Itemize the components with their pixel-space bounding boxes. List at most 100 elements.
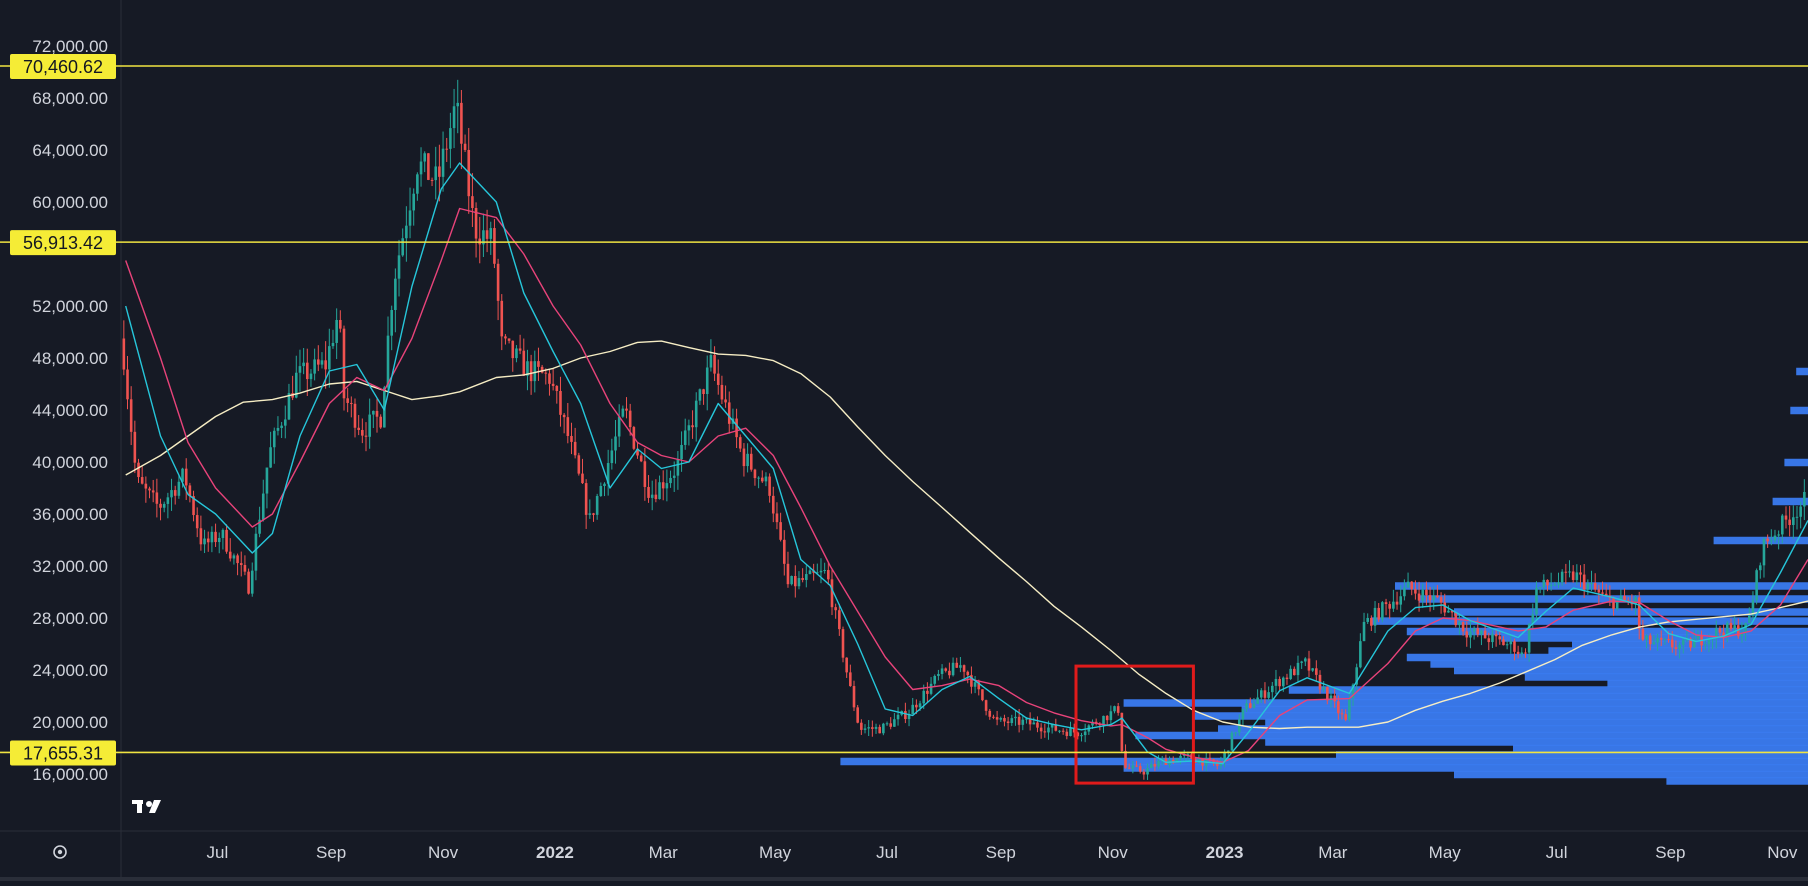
candle-body [606, 463, 610, 484]
x-tick-label: Sep [986, 843, 1016, 862]
candle-body [515, 348, 518, 359]
candle-body [1252, 703, 1256, 708]
candle-body [1241, 709, 1245, 720]
candles [122, 79, 1806, 780]
candle-body [239, 563, 243, 566]
candle-body [1465, 631, 1469, 638]
candle-body [504, 336, 507, 339]
candle-body [1399, 596, 1403, 605]
candle-body [628, 410, 632, 428]
x-tick-label: Jul [207, 843, 229, 862]
candle-body [1586, 583, 1590, 590]
candle-body [650, 494, 654, 498]
candle-body [849, 672, 852, 687]
candle-body [162, 503, 166, 508]
candle-body [265, 467, 269, 494]
candle-body [155, 492, 159, 504]
candle-body [1571, 571, 1575, 580]
candle-body [1531, 614, 1535, 625]
candle-body [1770, 540, 1773, 542]
x-tick-label: Mar [649, 843, 679, 862]
bottom-strip [0, 877, 1808, 881]
candle-body [672, 475, 676, 478]
candle-body [621, 408, 625, 417]
candle-body [1751, 600, 1755, 616]
candle-body [786, 563, 790, 585]
candle-body [1131, 765, 1135, 769]
candle-body [1557, 582, 1560, 585]
candle-body [1597, 589, 1601, 593]
candle-body [852, 686, 856, 708]
candle-body [518, 348, 522, 351]
candle-body [320, 360, 324, 365]
candle-body [845, 657, 848, 673]
candle-body [896, 714, 900, 720]
candle-body [874, 726, 878, 729]
candle-body [1619, 595, 1623, 601]
candle-body [735, 418, 738, 438]
candle-body [1656, 637, 1659, 643]
gear-icon[interactable] [53, 845, 67, 859]
candle-body [1028, 718, 1032, 725]
candle-body [639, 455, 643, 462]
candle-body [636, 448, 639, 456]
candle-body [882, 723, 885, 734]
candle-body [1362, 621, 1366, 642]
candle-body [1593, 583, 1597, 590]
candle-body [452, 106, 456, 129]
candle-body [797, 578, 801, 587]
candle-body [1072, 728, 1076, 733]
candle-body [1560, 571, 1564, 583]
candle-body [764, 476, 768, 482]
candle-body [1355, 667, 1358, 685]
candle-body [940, 668, 944, 674]
candle-body [1648, 635, 1652, 645]
candle-body [438, 166, 441, 177]
candle-body [1395, 601, 1399, 605]
candle-body [1634, 597, 1637, 605]
candle-body [548, 373, 551, 384]
candle-body [720, 384, 724, 400]
candle-body [258, 519, 261, 534]
candle-body [1340, 713, 1344, 715]
candle-body [1494, 634, 1498, 637]
candle-body [1670, 639, 1674, 648]
candle-body [364, 435, 368, 437]
candle-body [559, 391, 562, 415]
candle-body [1733, 625, 1736, 629]
candle-body [126, 369, 129, 400]
candle-body [885, 723, 889, 725]
candle-body [331, 342, 335, 347]
candle-body [1337, 701, 1340, 714]
x-tick-label: Sep [1655, 843, 1685, 862]
candle-body [856, 707, 859, 723]
candle-body [738, 437, 742, 449]
candle-body [1729, 623, 1733, 629]
candle-body [1039, 727, 1043, 732]
candle-body [1432, 595, 1436, 601]
candle-body [1777, 534, 1780, 536]
logo-dot [146, 801, 152, 807]
candle-body [1248, 703, 1252, 708]
candle-body [926, 690, 929, 694]
candle-body [254, 533, 258, 571]
candle-body [1304, 658, 1307, 662]
candle-body [1696, 635, 1700, 640]
candle-body [1491, 634, 1494, 643]
candle-body [335, 319, 338, 343]
candle-body [1406, 581, 1410, 588]
candle-body [1590, 583, 1593, 585]
candle-body [999, 718, 1003, 720]
candle-body [177, 481, 181, 496]
candle-body [170, 490, 173, 498]
y-tick-label: 48,000.00 [32, 349, 108, 368]
candle-body [1788, 519, 1791, 525]
candle-body [1458, 622, 1461, 626]
candle-body [937, 673, 940, 676]
candle-body [951, 662, 955, 676]
volume-profile-bar [1513, 744, 1808, 753]
candle-body [1105, 715, 1109, 721]
candle-body [317, 359, 320, 365]
